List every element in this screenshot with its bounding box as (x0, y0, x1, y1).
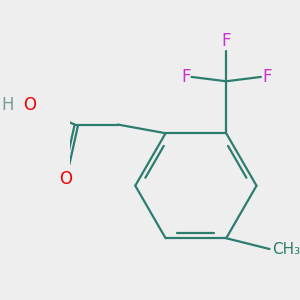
Text: F: F (181, 68, 190, 86)
Text: H: H (2, 96, 14, 114)
Text: O: O (59, 170, 73, 188)
Text: F: F (262, 68, 272, 86)
Text: CH₃: CH₃ (272, 242, 300, 256)
Text: F: F (221, 32, 231, 50)
Text: O: O (23, 96, 36, 114)
